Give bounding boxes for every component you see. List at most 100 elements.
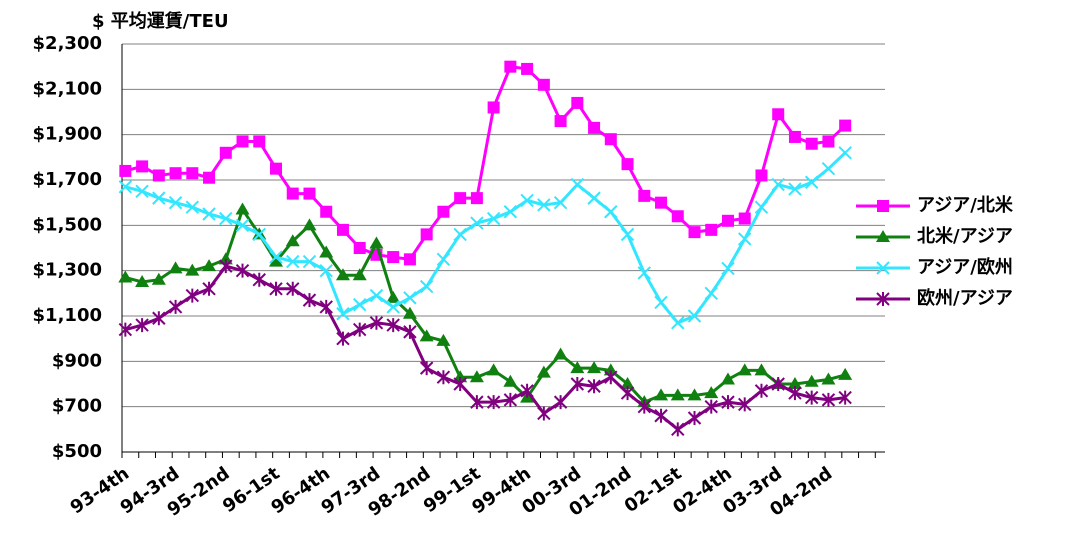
marker (168, 299, 183, 314)
marker (118, 180, 133, 194)
marker (470, 395, 484, 410)
marker (369, 236, 384, 249)
marker (152, 191, 166, 205)
marker (135, 184, 149, 199)
marker (152, 169, 165, 182)
marker (721, 261, 735, 276)
marker (320, 205, 333, 218)
marker (721, 395, 735, 410)
marker (454, 192, 467, 205)
marker (620, 386, 635, 401)
marker (185, 288, 200, 303)
marker (754, 200, 769, 214)
marker (737, 363, 752, 376)
legend-label: 欧州/アジア (917, 287, 1013, 309)
marker (203, 171, 216, 184)
marker (252, 227, 266, 242)
marker (453, 227, 467, 242)
marker (487, 101, 500, 114)
marker (269, 281, 283, 296)
marker (670, 388, 685, 401)
marker (621, 158, 634, 171)
marker (755, 169, 768, 182)
marker (403, 253, 416, 266)
marker (804, 374, 819, 387)
marker (319, 245, 334, 258)
legend-marker (876, 292, 890, 306)
y-tick-label: $700 (52, 396, 102, 417)
marker (503, 205, 518, 219)
marker (788, 182, 802, 196)
marker (821, 372, 836, 385)
marker (403, 324, 417, 339)
marker (286, 281, 300, 296)
marker (520, 383, 534, 398)
marker (336, 331, 350, 346)
marker (822, 135, 835, 148)
marker (772, 108, 785, 121)
marker (470, 192, 483, 205)
marker (620, 227, 635, 242)
marker (419, 329, 434, 342)
marker (286, 254, 300, 269)
legend-marker (877, 200, 889, 212)
y-tick-label: $900 (52, 350, 102, 371)
marker (604, 205, 618, 219)
marker (486, 363, 501, 376)
marker (486, 395, 501, 410)
marker (687, 411, 702, 425)
marker (185, 263, 200, 276)
marker (436, 333, 451, 346)
marker (521, 62, 534, 75)
marker (436, 252, 451, 267)
marker (470, 216, 484, 230)
marker (754, 363, 769, 376)
marker (118, 322, 133, 337)
marker (570, 361, 585, 374)
marker (638, 189, 651, 202)
marker (168, 195, 183, 210)
marker (235, 263, 250, 278)
marker (520, 193, 534, 208)
marker (838, 367, 853, 380)
marker (202, 207, 216, 221)
marker (486, 211, 501, 226)
marker (336, 307, 350, 321)
marker (386, 290, 401, 303)
marker (570, 377, 585, 391)
marker (219, 211, 233, 226)
marker (386, 318, 400, 333)
marker (235, 202, 250, 215)
legend-marker (876, 261, 890, 275)
marker (654, 295, 668, 310)
marker (369, 288, 384, 303)
marker (370, 248, 383, 261)
marker (721, 214, 734, 227)
marker (821, 392, 836, 407)
y-tick-label: $1,100 (33, 305, 102, 326)
marker (604, 133, 617, 146)
y-tick-label: $1,700 (33, 169, 102, 190)
marker (671, 422, 685, 437)
marker (655, 196, 668, 209)
marker (687, 388, 702, 401)
series-line (124, 264, 846, 432)
chart-title: $ 平均運賃/TEU (92, 10, 229, 32)
marker (504, 60, 517, 73)
marker (269, 254, 284, 267)
marker (353, 242, 366, 254)
marker (169, 167, 182, 180)
marker (587, 191, 601, 205)
legend-label: 北米/アジア (917, 225, 1013, 247)
marker (720, 372, 735, 385)
marker (469, 370, 484, 383)
marker (419, 279, 434, 294)
marker (537, 198, 551, 212)
marker (838, 146, 852, 160)
marker (738, 397, 752, 412)
marker (219, 259, 233, 274)
marker (303, 187, 316, 200)
marker (402, 306, 417, 319)
y-tick-label: $500 (52, 441, 102, 462)
series-line (124, 206, 846, 404)
